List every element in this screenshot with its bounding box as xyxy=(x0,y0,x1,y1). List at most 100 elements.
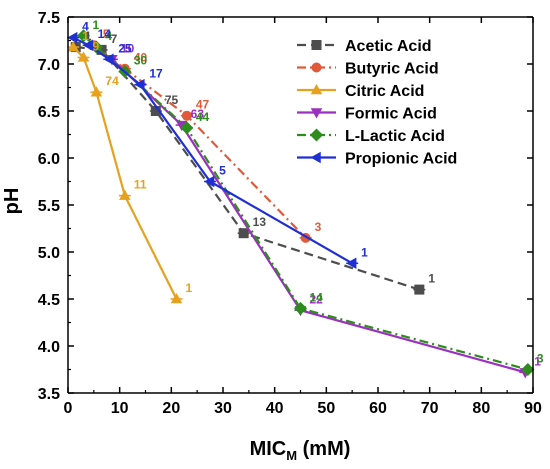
point-label-layer: 1 775131540473197411110632211430441434142… xyxy=(82,18,544,369)
data-point xyxy=(204,175,215,188)
y-tick-label: 5.5 xyxy=(38,198,60,215)
legend-item: L-Lactic Acid xyxy=(297,128,445,145)
point-label: 25 xyxy=(118,41,132,55)
point-label: 11 xyxy=(134,178,147,192)
data-point xyxy=(134,78,145,91)
data-point xyxy=(346,257,357,270)
point-label: 63 xyxy=(191,107,205,121)
legend-item: Butyric Acid xyxy=(297,61,439,78)
x-tick-label: 40 xyxy=(266,400,284,417)
data-point xyxy=(175,120,188,132)
point-label: 1 xyxy=(428,272,435,286)
legend-marker xyxy=(311,62,322,73)
legend-item: Formic Acid xyxy=(297,106,437,123)
data-point xyxy=(89,40,103,54)
series-layer xyxy=(67,29,535,379)
y-tick-label: 7.5 xyxy=(38,10,60,27)
point-label: 14 xyxy=(310,290,324,304)
point-label: 4 xyxy=(82,20,89,34)
point-label: 3 xyxy=(315,220,322,234)
point-label: 47 xyxy=(196,98,210,112)
point-label: 1 xyxy=(85,29,92,43)
data-point xyxy=(96,44,107,55)
y-tick-label: 6.5 xyxy=(38,104,60,121)
y-tick-label: 3.5 xyxy=(38,386,60,403)
x-tick-label: 50 xyxy=(317,400,335,417)
legend-item: Citric Acid xyxy=(297,83,424,100)
series-citric-acid xyxy=(67,41,183,304)
series-acetic-acid xyxy=(69,42,426,295)
point-label: 1 xyxy=(82,29,89,43)
data-point xyxy=(150,106,161,116)
data-point xyxy=(180,121,194,135)
legend-label: Propionic Acid xyxy=(345,151,457,168)
legend-label: Formic Acid xyxy=(345,106,437,123)
point-label: 14 xyxy=(98,27,112,41)
legend-item: Propionic Acid xyxy=(297,151,457,168)
y-tick-label: 7.0 xyxy=(38,57,60,74)
x-tick-label: 0 xyxy=(64,400,73,417)
y-tick-label: 4.0 xyxy=(38,339,60,356)
x-axis-title: MICM (mM) xyxy=(250,438,351,463)
data-point xyxy=(90,86,103,97)
point-label: 13 xyxy=(253,215,267,229)
x-tick-label: 10 xyxy=(111,400,129,417)
x-tick-label: 20 xyxy=(162,400,180,417)
point-label: 10 xyxy=(121,41,135,55)
data-point xyxy=(238,228,249,239)
point-label: 22 xyxy=(310,292,324,306)
x-tick-label: 60 xyxy=(369,400,387,417)
y-tick-label: 4.5 xyxy=(38,292,60,309)
x-tick-label: 70 xyxy=(421,400,439,417)
data-point xyxy=(77,29,90,43)
legend-label: Citric Acid xyxy=(345,83,424,100)
legend-marker xyxy=(310,84,323,95)
legend-marker xyxy=(310,108,323,119)
point-label: 4 xyxy=(105,29,112,43)
legend-label: L-Lactic Acid xyxy=(345,128,445,145)
point-label: 1 xyxy=(361,245,368,259)
point-label: 40 xyxy=(134,51,148,65)
legend-marker xyxy=(310,151,321,164)
point-label: 75 xyxy=(165,93,179,107)
point-label: 3 xyxy=(537,352,544,366)
point-label: 74 xyxy=(105,74,119,88)
point-label: 9 xyxy=(93,39,100,53)
point-label: 44 xyxy=(196,110,210,124)
data-point xyxy=(294,301,307,315)
series-line xyxy=(72,36,353,265)
legend-label: Butyric Acid xyxy=(345,61,439,78)
point-label: 17 xyxy=(149,67,163,81)
series-l-lactic-acid xyxy=(77,29,535,376)
series-line xyxy=(82,34,529,371)
point-label: 5 xyxy=(103,27,110,41)
data-point xyxy=(67,41,79,52)
x-tick-label: 90 xyxy=(524,400,542,417)
data-point xyxy=(67,31,78,44)
legend-marker xyxy=(310,128,323,142)
data-point xyxy=(77,51,90,62)
point-label: 7 xyxy=(111,32,118,46)
x-tick-label: 30 xyxy=(214,400,232,417)
point-label: 5 xyxy=(219,164,226,178)
point-label: 1 xyxy=(534,354,541,368)
data-point xyxy=(181,110,192,121)
x-tick-label: 80 xyxy=(472,400,490,417)
data-point xyxy=(119,189,131,200)
legend-label: Acetic Acid xyxy=(345,38,432,55)
y-tick-label: 5.0 xyxy=(38,245,60,262)
legend-item: Acetic Acid xyxy=(297,38,432,55)
data-point xyxy=(414,284,425,295)
point-label: 1 xyxy=(186,281,193,295)
y-axis-title: pH xyxy=(1,188,23,215)
data-point xyxy=(521,363,535,376)
axes-layer: 0 10 20 30 40 50 60 70 80 903.54.04.55.05.56.06.5… xyxy=(38,10,542,417)
series-line xyxy=(72,46,178,300)
legend: Acetic Acid Butyric Acid Citric Acid Formic… xyxy=(297,38,457,168)
data-point xyxy=(82,39,93,51)
data-point xyxy=(103,53,114,66)
data-point xyxy=(170,293,183,304)
legend-marker xyxy=(311,40,322,50)
point-label: 1 xyxy=(93,18,100,32)
